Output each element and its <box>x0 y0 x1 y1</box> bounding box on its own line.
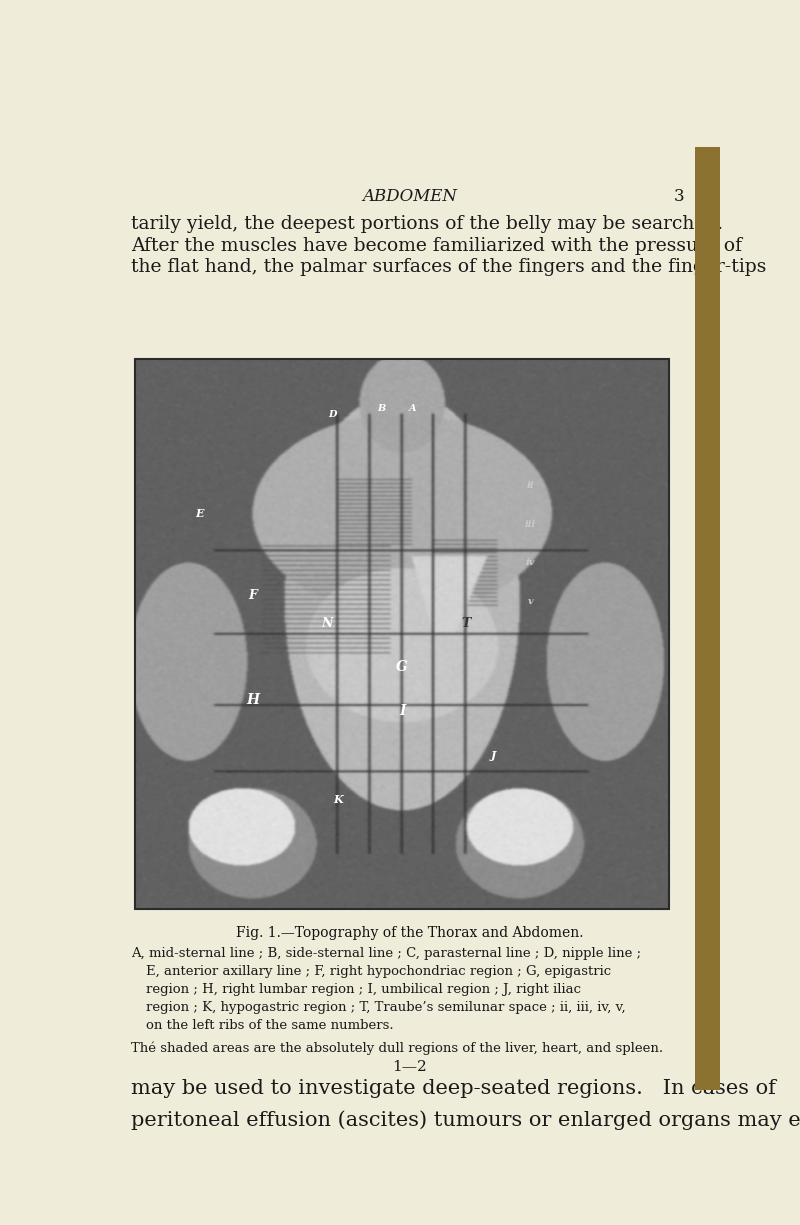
Text: on the left ribs of the same numbers.: on the left ribs of the same numbers. <box>146 1018 394 1031</box>
Text: Thé shaded areas are the absolutely dull regions of the liver, heart, and spleen: Thé shaded areas are the absolutely dull… <box>131 1041 663 1055</box>
Text: v: v <box>527 597 533 605</box>
Bar <box>695 147 720 1090</box>
Text: the flat hand, the palmar surfaces of the fingers and the finger-tips: the flat hand, the palmar surfaces of th… <box>131 258 766 277</box>
Bar <box>135 359 669 909</box>
Text: G: G <box>396 660 408 674</box>
Text: may be used to investigate deep-seated regions.   In cases of: may be used to investigate deep-seated r… <box>131 1079 776 1098</box>
Text: 1—2: 1—2 <box>393 1060 427 1074</box>
Text: A: A <box>409 404 417 413</box>
Text: After the muscles have become familiarized with the pressure of: After the muscles have become familiariz… <box>131 236 742 255</box>
Text: B: B <box>377 404 385 413</box>
Text: A, mid-sternal line ; B, side-sternal line ; C, parasternal line ; D, nipple lin: A, mid-sternal line ; B, side-sternal li… <box>131 947 641 960</box>
Text: E, anterior axillary line ; F, right hypochondriac region ; G, epigastric: E, anterior axillary line ; F, right hyp… <box>146 965 612 978</box>
Text: J: J <box>490 750 496 761</box>
Text: D: D <box>329 409 337 419</box>
Text: F: F <box>248 589 258 603</box>
Text: N: N <box>322 616 334 630</box>
Text: I: I <box>399 704 406 718</box>
Text: ii: ii <box>526 481 534 490</box>
Text: K: K <box>334 794 343 805</box>
Text: Fig. 1.—Topography of the Thorax and Abdomen.: Fig. 1.—Topography of the Thorax and Abd… <box>236 926 584 940</box>
Text: E: E <box>195 507 204 518</box>
Text: peritoneal effusion (ascites) tumours or enlarged organs may escape: peritoneal effusion (ascites) tumours or… <box>131 1110 800 1129</box>
Text: region ; K, hypogastric region ; T, Traube’s semilunar space ; ii, iii, iv, v,: region ; K, hypogastric region ; T, Trau… <box>146 1001 626 1013</box>
Text: H: H <box>246 693 259 707</box>
Text: T: T <box>462 616 471 630</box>
Text: tarily yield, the deepest portions of the belly may be searched.: tarily yield, the deepest portions of th… <box>131 214 723 233</box>
Text: iii: iii <box>525 519 536 529</box>
Text: ABDOMEN: ABDOMEN <box>362 187 458 205</box>
Text: iv: iv <box>526 559 535 567</box>
Text: 3: 3 <box>674 187 684 205</box>
Text: region ; H, right lumbar region ; I, umbilical region ; J, right iliac: region ; H, right lumbar region ; I, umb… <box>146 982 582 996</box>
